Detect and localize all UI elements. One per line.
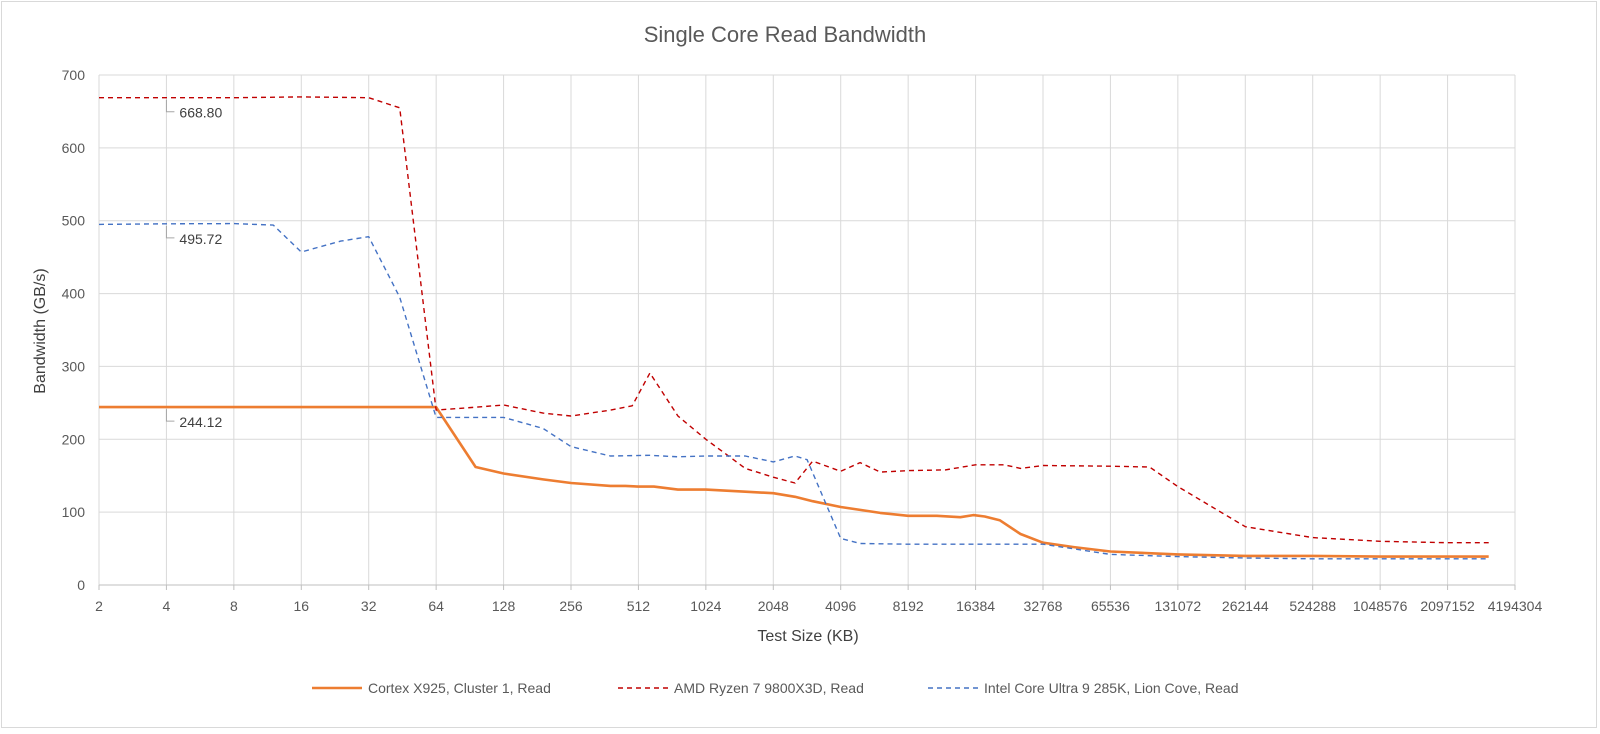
y-tick-label: 600	[62, 140, 86, 156]
x-tick-label: 8192	[893, 598, 924, 614]
legend-label: Cortex X925, Cluster 1, Read	[368, 680, 551, 696]
legend-label: Intel Core Ultra 9 285K, Lion Cove, Read	[984, 680, 1238, 696]
x-tick-label: 16	[293, 598, 309, 614]
y-tick-label: 400	[62, 286, 86, 302]
x-tick-label: 32768	[1024, 598, 1063, 614]
series-line-0	[99, 405, 1489, 558]
x-axis-label: Test Size (KB)	[757, 628, 858, 645]
y-tick-label: 100	[62, 504, 86, 520]
legend-entry-0: Cortex X925, Cluster 1, Read	[312, 680, 551, 696]
x-tick-label: 131072	[1154, 598, 1201, 614]
legend: Cortex X925, Cluster 1, Read AMD Ryzen 7 …	[312, 680, 1238, 696]
x-tick-label: 2097152	[1420, 598, 1475, 614]
x-tick-label: 2048	[758, 598, 789, 614]
x-tick-label: 128	[492, 598, 516, 614]
legend-label: AMD Ryzen 7 9800X3D, Read	[674, 680, 864, 696]
x-tick-label: 262144	[1222, 598, 1269, 614]
y-tick-label: 300	[62, 358, 86, 374]
y-axis-label: Bandwidth (GB/s)	[32, 268, 49, 393]
data-label: 495.72	[179, 231, 222, 247]
data-label-leader	[165, 225, 175, 239]
series-line-2	[98, 222, 1489, 560]
y-tick-label: 700	[62, 67, 86, 83]
y-tick-label: 500	[62, 213, 86, 229]
x-tick-label: 4096	[825, 598, 856, 614]
series-lines	[98, 96, 1489, 560]
legend-entry-1: AMD Ryzen 7 9800X3D, Read	[618, 680, 864, 696]
y-axis-ticks: 0 100 200 300 400 500 600 700	[62, 67, 86, 593]
data-label: 668.80	[179, 105, 222, 121]
series-line-1	[99, 96, 1489, 544]
x-tick-label: 1048576	[1353, 598, 1408, 614]
x-tick-label: 4194304	[1488, 598, 1543, 614]
data-label-leader	[165, 409, 175, 422]
chart-title: Single Core Read Bandwidth	[644, 22, 927, 47]
x-tick-label: 64	[428, 598, 444, 614]
x-tick-label: 2	[95, 598, 103, 614]
x-tick-label: 512	[627, 598, 651, 614]
y-tick-label: 0	[77, 577, 85, 593]
legend-entry-2: Intel Core Ultra 9 285K, Lion Cove, Read	[928, 680, 1238, 696]
x-axis-ticks: 2 4 8 16 32 64 128 256 512 1024 2048 4096 8192 16384 3…	[95, 598, 1542, 614]
x-tick-label: 8	[230, 598, 238, 614]
data-label-leader	[165, 99, 175, 113]
data-label: 244.12	[179, 414, 222, 430]
data-labels: 668.80 495.72 244.12	[165, 99, 222, 430]
x-tick-label: 1024	[690, 598, 721, 614]
y-tick-label: 200	[62, 431, 86, 447]
x-tick-label: 65536	[1091, 598, 1130, 614]
gridlines	[98, 74, 1516, 590]
x-tick-label: 32	[361, 598, 377, 614]
x-tick-label: 256	[559, 598, 583, 614]
x-tick-label: 524288	[1289, 598, 1336, 614]
x-tick-label: 16384	[956, 598, 995, 614]
x-tick-label: 4	[163, 598, 171, 614]
